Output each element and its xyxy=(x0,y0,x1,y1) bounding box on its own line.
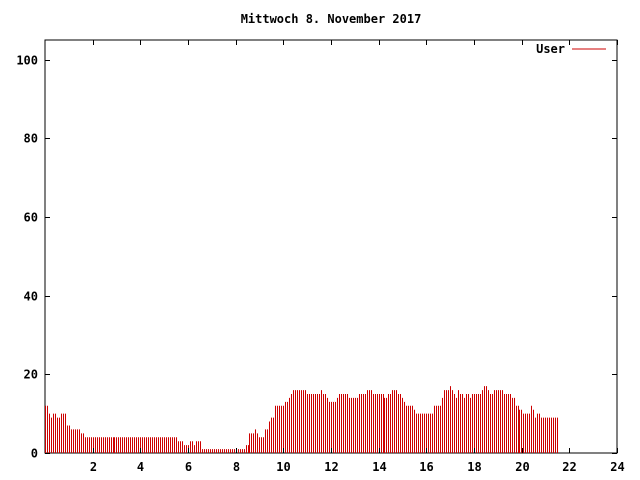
x-tick-label: 24 xyxy=(610,460,624,474)
x-tick-label: 14 xyxy=(372,460,386,474)
plot-area xyxy=(44,39,618,454)
y-tick-label: 0 xyxy=(31,447,38,461)
x-tick-label: 10 xyxy=(276,460,290,474)
x-tick-label: 8 xyxy=(233,460,240,474)
x-tick-label: 20 xyxy=(515,460,529,474)
y-tick-label: 100 xyxy=(16,54,38,68)
y-axis: 0 20 40 60 80 100 xyxy=(16,54,617,461)
legend-label-user: User xyxy=(536,42,565,56)
bars xyxy=(45,386,558,453)
x-tick-label: 18 xyxy=(467,460,481,474)
x-tick-label: 4 xyxy=(137,460,144,474)
x-tick-label: 12 xyxy=(324,460,338,474)
chart-title: Mittwoch 8. November 2017 xyxy=(241,12,422,26)
y-tick-label: 60 xyxy=(24,211,38,225)
y-tick-label: 40 xyxy=(24,290,38,304)
x-tick-label: 6 xyxy=(185,460,192,474)
plot-frame xyxy=(44,39,618,454)
legend: User xyxy=(536,42,606,56)
x-tick-label: 22 xyxy=(562,460,576,474)
y-tick-label: 20 xyxy=(24,368,38,382)
x-tick-label: 16 xyxy=(419,460,433,474)
x-tick-label: 2 xyxy=(90,460,97,474)
x-axis: 2 4 6 8 10 12 14 16 18 20 22 24 xyxy=(90,40,625,474)
y-tick-label: 80 xyxy=(24,132,38,146)
